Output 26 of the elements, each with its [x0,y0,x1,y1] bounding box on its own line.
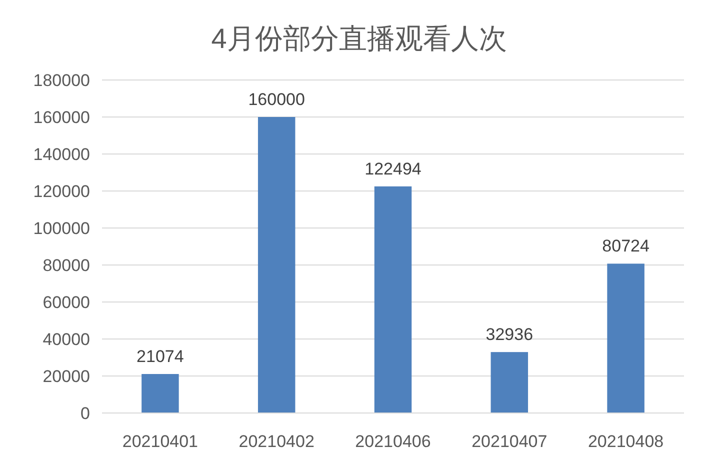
y-tick-label: 100000 [33,219,90,238]
bar [374,186,412,413]
bar [142,374,179,413]
x-tick-label: 20210407 [472,432,548,451]
y-tick-label: 120000 [33,182,90,201]
y-tick-label: 160000 [33,108,90,127]
y-tick-label: 20000 [42,367,90,386]
bar [607,264,644,413]
data-label: 21074 [136,347,184,366]
y-tick-label: 140000 [33,145,90,164]
data-label: 80724 [602,236,650,256]
chart-title: 4月份部分直播观看人次 [211,23,507,54]
y-tick-label: 180000 [33,71,90,90]
bar [490,352,528,413]
y-tick-label: 0 [80,404,90,423]
bar [258,117,296,413]
data-label: 160000 [248,90,305,109]
data-label: 122494 [364,159,422,178]
y-tick-label: 80000 [42,256,90,275]
x-tick-label: 20210406 [355,432,431,451]
data-label: 32936 [486,325,534,344]
y-tick-label: 60000 [42,293,90,312]
x-tick-label: 20210402 [238,432,314,451]
x-tick-label: 20210401 [122,432,198,451]
y-tick-label: 40000 [42,330,90,349]
x-tick-label: 20210408 [588,432,664,451]
